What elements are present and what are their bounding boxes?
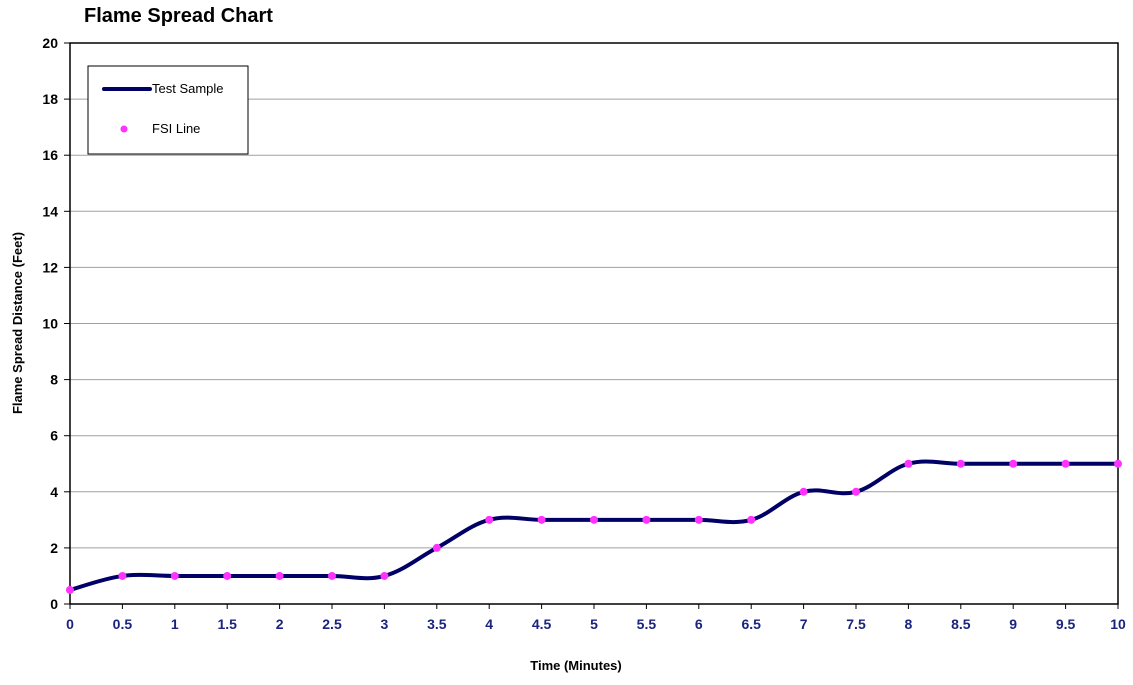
fsi-line-point <box>118 571 127 580</box>
legend-box <box>87 65 249 155</box>
y-axis-label: Flame Spread Distance (Feet) <box>10 232 25 414</box>
fsi-line-point <box>1009 459 1018 468</box>
y-tick-label: 14 <box>42 203 58 219</box>
x-axis-label: Time (Minutes) <box>530 658 622 673</box>
fsi-line-point <box>956 459 965 468</box>
y-tick-label: 8 <box>50 372 58 388</box>
y-tick-label: 10 <box>42 316 58 332</box>
fsi-line-point <box>66 585 74 594</box>
legend-test-sample-label: Test Sample <box>152 81 224 96</box>
fsi-line-point <box>747 515 756 524</box>
fsi-line-point <box>642 515 651 524</box>
x-tick-label: 6 <box>695 616 703 632</box>
fsi-line-point <box>537 515 546 524</box>
y-tick-label: 4 <box>50 484 58 500</box>
fsi-line-point <box>223 571 232 580</box>
x-tick-label: 2.5 <box>322 616 342 632</box>
fsi-line-point <box>485 515 494 524</box>
x-tick-label: 5.5 <box>637 616 657 632</box>
x-tick-label: 3 <box>381 616 389 632</box>
y-tick-label: 16 <box>42 147 58 163</box>
fsi-line-point <box>432 543 441 552</box>
x-tick-label: 7 <box>800 616 808 632</box>
legend: Test Sample FSI Line <box>87 65 249 155</box>
fsi-line-point <box>904 459 913 468</box>
x-tick-label: 7.5 <box>846 616 866 632</box>
legend-fsi-line-label: FSI Line <box>152 121 200 136</box>
x-tick-label: 3.5 <box>427 616 447 632</box>
fsi-line-point <box>170 571 179 580</box>
x-tick-label: 2 <box>276 616 284 632</box>
fsi-line-point <box>1061 459 1070 468</box>
series-layer <box>66 459 1122 594</box>
fsi-line-point <box>590 515 598 524</box>
x-tick-label: 5 <box>590 616 598 632</box>
x-tick-label: 1 <box>171 616 179 632</box>
grid-layer <box>70 98 1118 549</box>
x-tick-label: 4.5 <box>532 616 552 632</box>
x-tick-label: 9.5 <box>1056 616 1076 632</box>
fsi-line-point <box>275 571 284 580</box>
fsi-line-point <box>328 571 336 580</box>
x-tick-label: 0 <box>66 616 74 632</box>
y-tick-label: 12 <box>42 259 58 275</box>
x-tick-label: 8 <box>905 616 913 632</box>
chart-title: Flame Spread Chart <box>84 5 273 27</box>
x-tick-label: 10 <box>1110 616 1126 632</box>
y-tick-label: 20 <box>42 35 58 51</box>
y-tick-label: 0 <box>50 596 58 612</box>
fsi-line-point <box>380 571 389 580</box>
y-tick-label: 6 <box>50 428 58 444</box>
fsi-line-point <box>1114 459 1122 468</box>
x-tick-label: 9 <box>1009 616 1017 632</box>
y-tick-label: 2 <box>50 540 58 556</box>
fsi-line-point <box>799 487 808 496</box>
x-tick-label: 4 <box>485 616 493 632</box>
fsi-line-point <box>852 487 860 496</box>
y-tick-labels: 0 2 4 6 8 10 12 14 16 18 20 <box>42 35 70 612</box>
x-tick-label: 0.5 <box>113 616 133 632</box>
y-tick-label: 18 <box>42 91 58 107</box>
x-tick-label: 6.5 <box>741 616 761 632</box>
series-line-test-sample <box>68 459 1120 592</box>
legend-fsi-line-swatch <box>120 125 128 133</box>
fsi-line-point <box>694 515 703 524</box>
x-tick-label: 8.5 <box>951 616 971 632</box>
x-tick-label: 1.5 <box>217 616 237 632</box>
x-tick-labels: 0 0.5 1 1.5 2 2.5 3 3.5 4 4.5 5 5.5 6 6.5 7 7.5 8 8.5 9 9.5… <box>66 604 1126 632</box>
